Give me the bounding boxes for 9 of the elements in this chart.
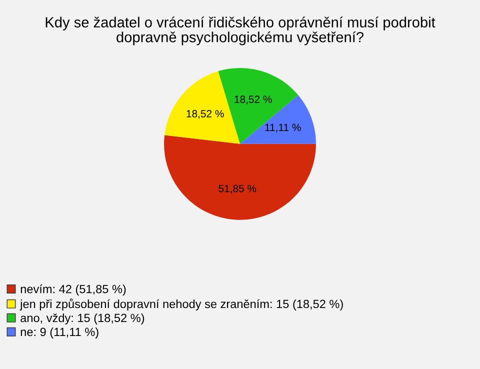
legend-label: nevím: 42 (51,85 %) [20,284,126,296]
data-label: 51,85 % [218,184,256,194]
legend-label: jen při způsobení dopravní nehody se zraněním: 15 (18,52 %) [20,298,343,310]
data-label: 11,11 % [265,124,301,132]
legend-label: ne: 9 (11,11 %) [20,327,98,338]
data-label: 18,52 % [186,110,224,119]
chart-title: Kdy se žadatel o vrácení řidičského oprávnění musí podrobit dopravně psychologickému vyšetření? [46,16,436,46]
data-label: 18,52 % [234,96,272,104]
legend-label: ano, vždy: 15 (18,52 %) [20,313,144,324]
